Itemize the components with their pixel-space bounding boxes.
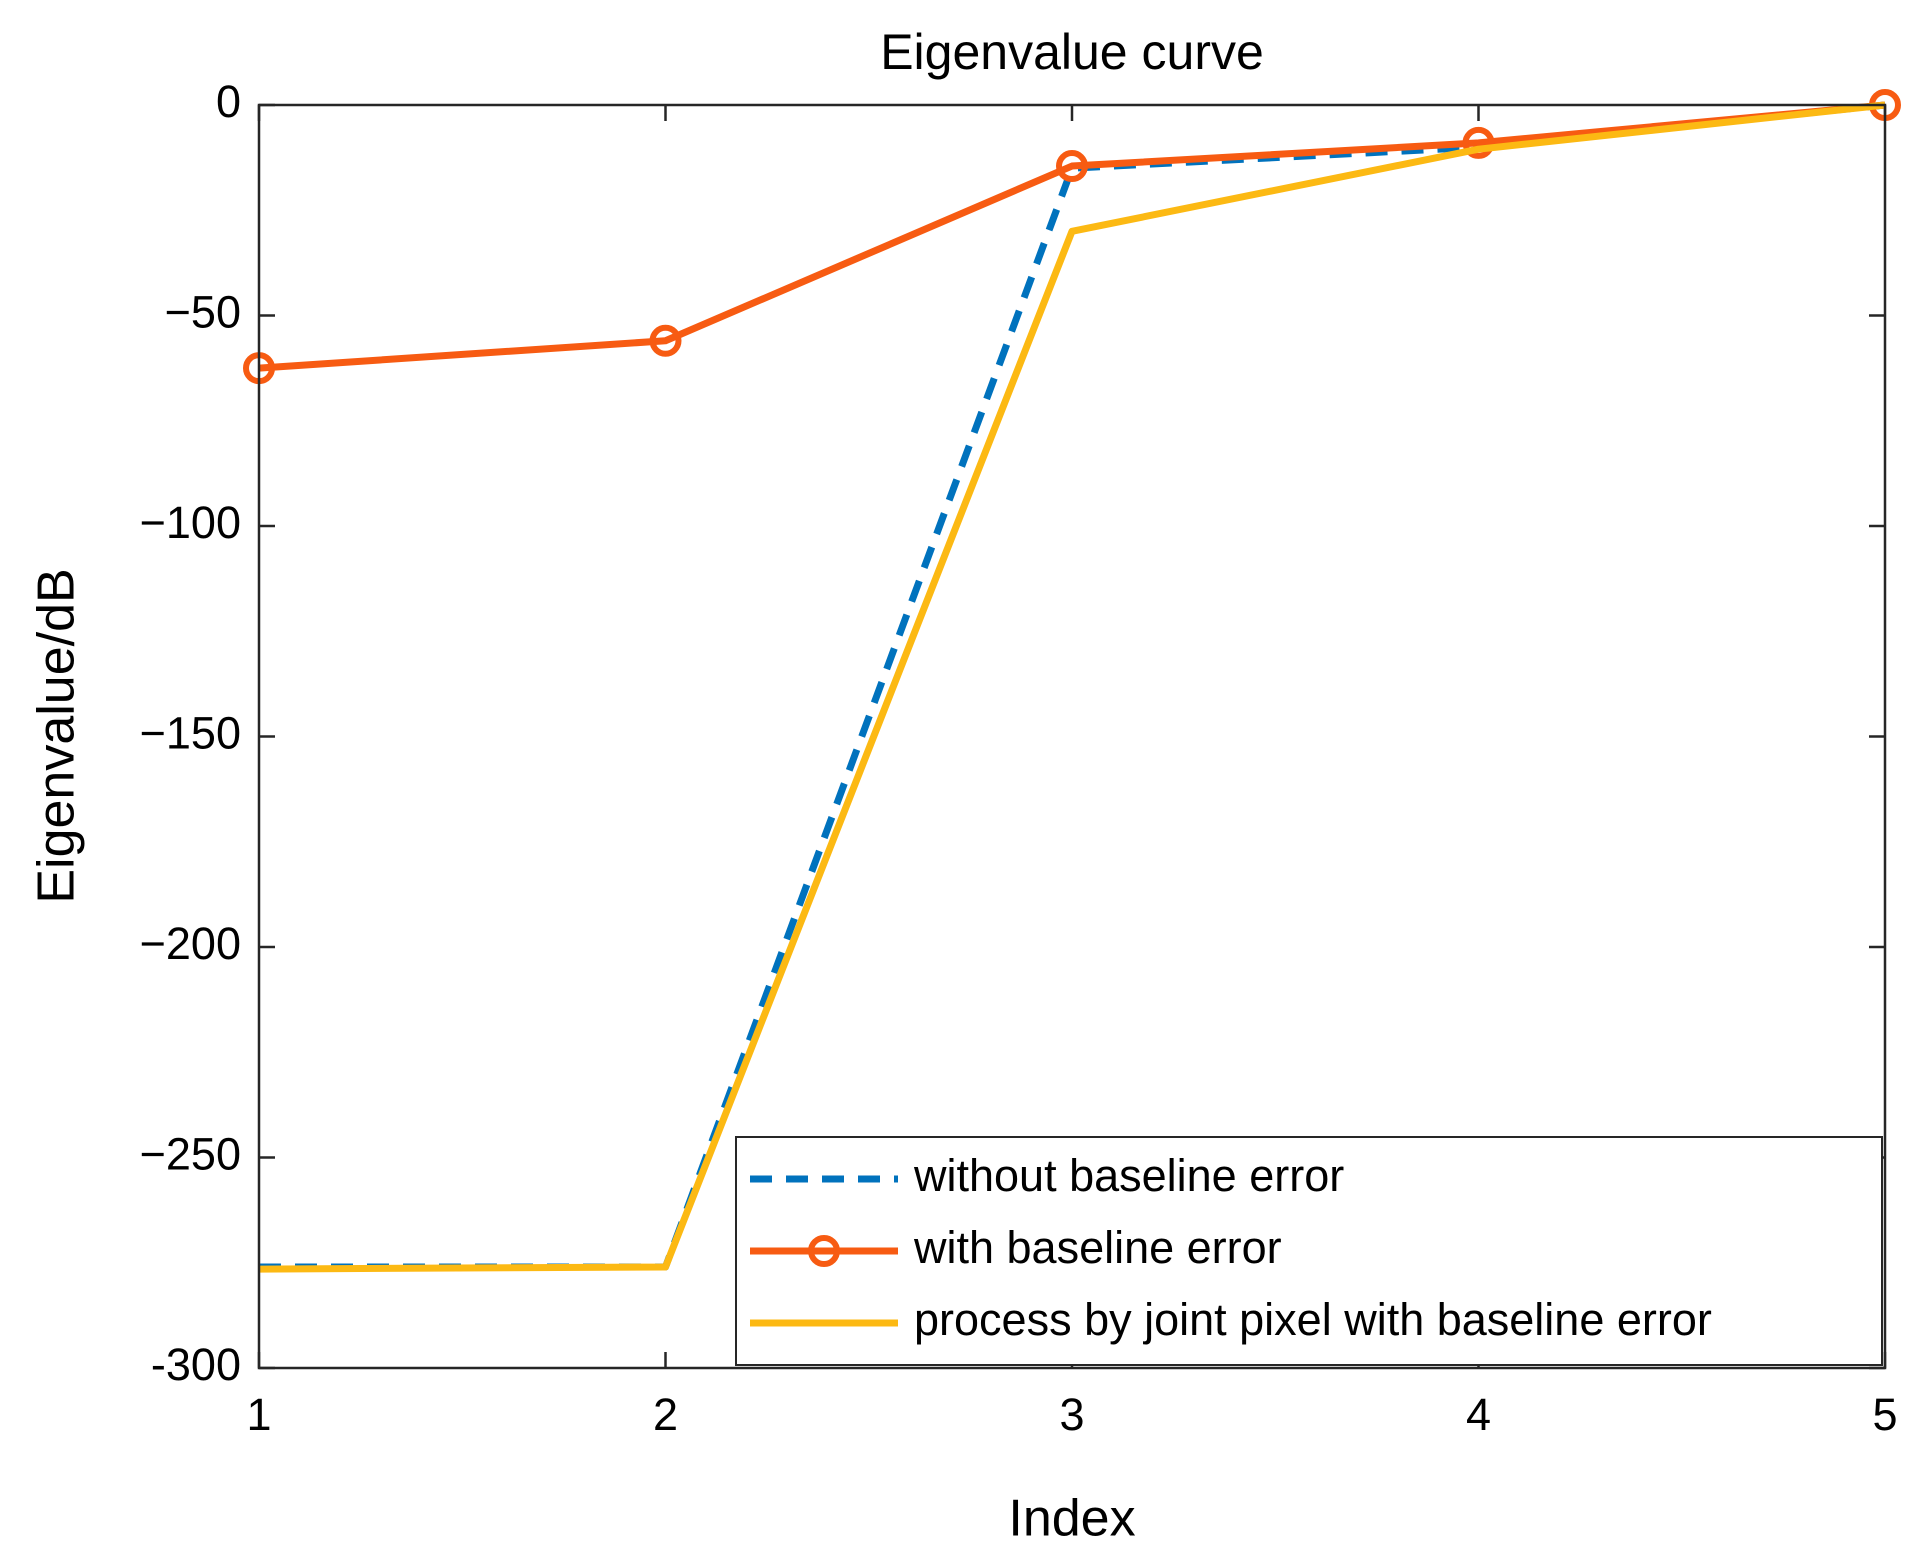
plot-frame: [257, 103, 1887, 1370]
x-tick-label: 2: [653, 1389, 678, 1440]
x-tick-label: 1: [246, 1389, 271, 1440]
y-tick-label: 0: [216, 76, 241, 127]
point-marker: [1462, 126, 1495, 159]
x-tick-label: 5: [1872, 1389, 1897, 1440]
series-line: [258, 101, 1886, 1273]
y-tick-label: −250: [140, 1128, 241, 1179]
legend-label: without baseline error: [913, 1150, 1344, 1201]
series-line: [258, 101, 1886, 372]
legend-label: with baseline error: [913, 1222, 1282, 1273]
chart-title: Eigenvalue curve: [880, 24, 1264, 80]
y-tick-label: −150: [140, 707, 241, 758]
x-tick-label: 3: [1059, 1389, 1084, 1440]
x-axis-label: Index: [1008, 1490, 1135, 1548]
x-tick-label: 4: [1466, 1389, 1491, 1440]
y-tick-label: −100: [140, 497, 241, 548]
legend: without baseline error with baseline erro…: [735, 1136, 1883, 1366]
y-tick-label: −200: [140, 918, 241, 969]
point-marker: [1056, 150, 1088, 183]
y-tick-label: −50: [165, 286, 241, 337]
legend-box: [735, 1136, 1883, 1366]
legend-marker: [808, 1235, 840, 1267]
point-marker: [649, 324, 682, 357]
y-axis-label: Eigenvalue/dB: [28, 568, 86, 903]
y-tick-label: -300: [151, 1339, 241, 1390]
legend-label: process by joint pixel with baseline err…: [914, 1294, 1712, 1345]
